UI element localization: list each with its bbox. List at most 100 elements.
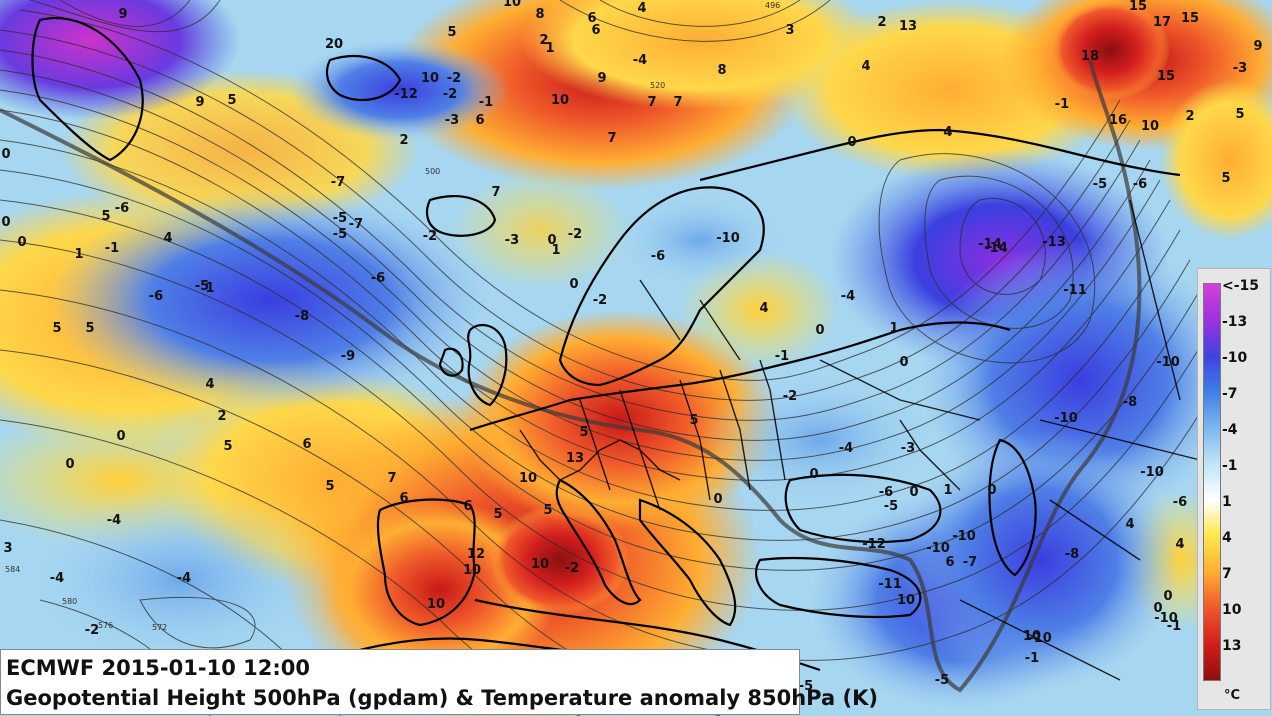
anomaly-value-label: 9 [118, 7, 127, 22]
anomaly-value-label: 7 [673, 95, 682, 110]
anomaly-value-label: -6 [651, 249, 665, 264]
anomaly-value-label: 4 [163, 231, 172, 246]
anomaly-value-label: 6 [302, 437, 311, 452]
anomaly-value-label: -2 [565, 561, 579, 576]
contour-value-labels: 584 580 576 572 520 500 496 [5, 1, 780, 632]
anomaly-value-label: 13 [899, 19, 917, 34]
anomaly-value-label: -10 [1140, 465, 1164, 480]
anomaly-value-label: 5 [1221, 171, 1230, 186]
anomaly-value-label: 5 [447, 25, 456, 40]
contour-label: 572 [152, 623, 167, 632]
anomaly-value-label: 10 [427, 597, 445, 612]
anomaly-value-label: 15 [1157, 69, 1175, 84]
anomaly-value-label: -10 [1028, 631, 1052, 646]
anomaly-value-label: 5 [52, 321, 61, 336]
anomaly-value-label: 4 [205, 377, 214, 392]
anomaly-value-label: -3 [505, 233, 519, 248]
anomaly-value-label: 9 [597, 71, 606, 86]
anomaly-value-label: 10 [519, 471, 537, 486]
anomaly-value-label: 10 [531, 557, 549, 572]
contour-label: 496 [765, 1, 780, 10]
anomaly-value-label: 2 [1185, 109, 1194, 124]
contour-label: 500 [425, 167, 440, 176]
legend-tick-label: 7 [1222, 566, 1232, 582]
anomaly-value-label: -8 [1123, 395, 1137, 410]
anomaly-value-label: -3 [1233, 61, 1247, 76]
anomaly-value-label: -7 [963, 555, 977, 570]
anomaly-value-label: 5 [493, 507, 502, 522]
anomaly-value-label: 2 [877, 15, 886, 30]
anomaly-value-label: 0 [809, 467, 818, 482]
anomaly-value-label: -5 [333, 227, 347, 242]
legend-unit: °C [1224, 688, 1241, 703]
coastlines [31, 17, 1181, 682]
anomaly-value-label: 6 [587, 11, 596, 26]
anomaly-value-label: -5 [195, 279, 209, 294]
color-legend: <-15 -13 -10 -7 -4 -1 1 4 7 10 13 °C [1197, 268, 1271, 710]
anomaly-value-label: 0 [1153, 601, 1162, 616]
legend-color-bar [1203, 283, 1221, 681]
anomaly-value-label: -12 [862, 537, 886, 552]
anomaly-value-label: 10 [503, 0, 521, 10]
anomaly-value-label: 15 [1181, 11, 1199, 26]
legend-tick-label: -10 [1222, 350, 1248, 366]
anomaly-value-label: -2 [423, 229, 437, 244]
anomaly-value-label: -2 [568, 227, 582, 242]
legend-tick-label: 10 [1222, 602, 1242, 618]
anomaly-value-label: 10 [1141, 119, 1159, 134]
anomaly-value-label: 12 [467, 547, 485, 562]
anomaly-value-label: -13 [1042, 235, 1066, 250]
anomaly-value-label: -1 [105, 241, 119, 256]
anomaly-value-label: 3 [3, 541, 12, 556]
anomaly-value-label: -2 [447, 71, 461, 86]
anomaly-value-label: -10 [926, 541, 950, 556]
anomaly-value-label: 4 [861, 59, 870, 74]
anomaly-value-label: 0 [17, 235, 26, 250]
anomaly-value-label: 4 [943, 125, 952, 140]
anomaly-value-label: 6 [591, 23, 600, 38]
anomaly-value-label: 6 [399, 491, 408, 506]
anomaly-value-label: 1 [943, 483, 952, 498]
anomaly-value-label: 10 [463, 563, 481, 578]
anomaly-value-label: -11 [1063, 283, 1087, 298]
anomaly-value-label: -8 [295, 309, 309, 324]
anomaly-value-label: 4 [637, 1, 646, 16]
anomaly-value-label: 7 [387, 471, 396, 486]
anomaly-value-label: -4 [177, 571, 191, 586]
anomaly-value-label: -6 [115, 201, 129, 216]
anomaly-value-label: 2 [539, 33, 548, 48]
legend-tick-label: <-15 [1222, 278, 1260, 294]
anomaly-value-label: -14 [984, 241, 1008, 256]
anomaly-value-label: 5 [543, 503, 552, 518]
anomaly-value-label: -1 [775, 349, 789, 364]
anomaly-value-label: -2 [783, 389, 797, 404]
anomaly-value-label: -10 [1154, 611, 1178, 626]
anomaly-value-label: 1 [74, 247, 83, 262]
anomaly-value-label: 4 [1125, 517, 1134, 532]
anomaly-value-label: -8 [1065, 547, 1079, 562]
contour-label: 520 [650, 81, 665, 90]
anomaly-value-label: 1 [889, 321, 898, 336]
title-line-2: Geopotential Height 500hPa (gpdam) & Tem… [6, 686, 878, 710]
anomaly-value-label: 3 [785, 23, 794, 38]
legend-tick-label: -13 [1222, 314, 1248, 330]
anomaly-value-label: -1 [1167, 619, 1181, 634]
anomaly-value-label: -6 [1173, 495, 1187, 510]
anomaly-value-label: 10 [897, 593, 915, 608]
anomaly-value-label: 0 [899, 355, 908, 370]
anomaly-value-label: -2 [443, 87, 457, 102]
anomaly-value-label: -2 [85, 623, 99, 638]
anomaly-value-label: 0 [815, 323, 824, 338]
legend-tick-label: -7 [1222, 386, 1238, 402]
anomaly-value-label: -5 [333, 211, 347, 226]
anomaly-value-label: 1 [551, 243, 560, 258]
anomaly-value-label: 0 [1163, 589, 1172, 604]
anomaly-value-label: 18 [1081, 49, 1099, 64]
anomaly-value-label: -4 [841, 289, 855, 304]
cold-shading [0, 0, 1240, 710]
anomaly-value-label: -7 [331, 175, 345, 190]
anomaly-value-label: 20 [325, 37, 343, 52]
title-line-1: ECMWF 2015-01-10 12:00 [6, 656, 310, 680]
